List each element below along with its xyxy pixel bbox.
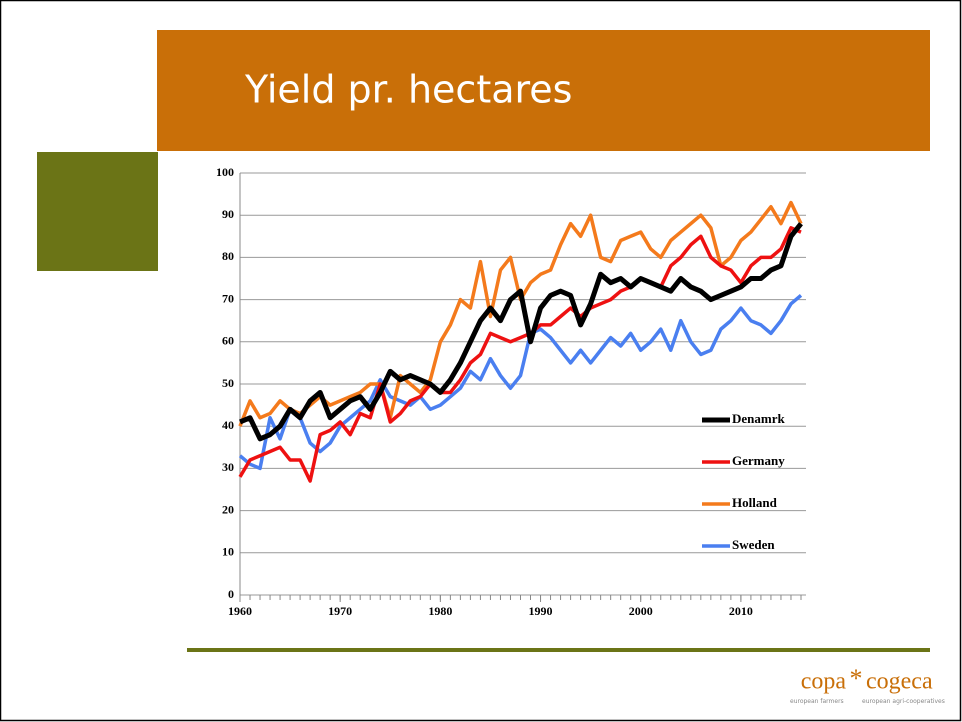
x-tick-label: 1960	[228, 604, 252, 618]
logo-left: copa	[801, 669, 847, 695]
legend-label: Holland	[732, 495, 778, 510]
accent-square	[37, 152, 158, 271]
x-tick-label: 1970	[328, 604, 352, 618]
legend-label: Sweden	[732, 537, 775, 552]
x-tick-label: 2000	[629, 604, 653, 618]
plot: 0 10 20 30 40 50 60 70 80 90 100 1960 1970 1980 1990 20…	[216, 165, 806, 618]
x-tick-label: 1980	[428, 604, 452, 618]
series-line	[238, 226, 802, 483]
y-tick-label: 50	[222, 376, 234, 390]
legend-label: Denamrk	[732, 411, 785, 426]
series-line	[239, 222, 803, 442]
series-line	[238, 294, 803, 471]
title-band	[157, 30, 930, 151]
y-tick-label: 100	[216, 165, 234, 179]
logo-sub-left: european farmers	[790, 698, 844, 705]
x-tick-label: 2010	[729, 604, 753, 618]
y-tick-label: 40	[222, 418, 234, 432]
chart-title: Yield pr. hectares	[244, 68, 572, 112]
footer-rule	[187, 648, 930, 652]
logo-star: *	[850, 664, 863, 693]
y-tick-label: 10	[222, 545, 234, 559]
logo-right: cogeca	[866, 669, 933, 695]
y-tick-label: 60	[222, 334, 234, 348]
legend-label: Germany	[732, 453, 785, 468]
logo-sub-right: european agri-cooperatives	[862, 698, 945, 705]
y-tick-label: 80	[222, 249, 234, 263]
y-tick-label: 70	[222, 291, 234, 305]
y-tick-label: 30	[222, 460, 234, 474]
y-tick-label: 90	[222, 207, 234, 221]
y-tick-label: 0	[228, 587, 234, 601]
y-tick-label: 20	[222, 502, 234, 516]
x-tick-label: 1990	[529, 604, 553, 618]
